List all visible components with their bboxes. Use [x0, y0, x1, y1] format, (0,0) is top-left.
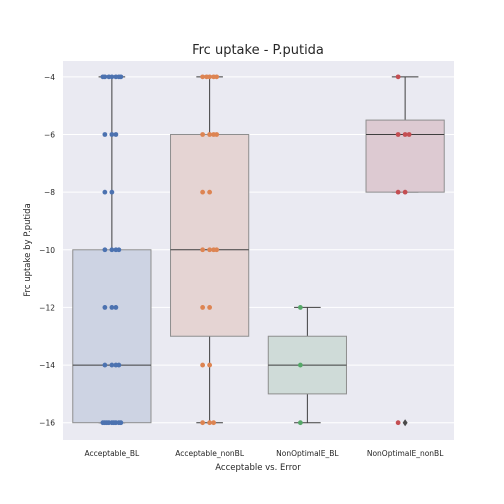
- data-point: [106, 74, 112, 80]
- box: [365, 119, 445, 193]
- data-point: [214, 247, 220, 253]
- data-point: [104, 420, 110, 426]
- x-axis-label: Acceptable vs. Error: [215, 463, 301, 473]
- data-point: [113, 132, 119, 137]
- data-point: [102, 305, 108, 310]
- data-point: [395, 189, 401, 195]
- data-point: [204, 74, 210, 80]
- data-point: [207, 189, 213, 195]
- data-point: [102, 189, 108, 195]
- data-point: [297, 420, 303, 426]
- y-tick-label: −8: [44, 188, 55, 197]
- data-point: [395, 420, 401, 426]
- data-point: [200, 132, 206, 137]
- data-point: [109, 247, 115, 253]
- data-point: [207, 362, 213, 368]
- y-tick-label: −10: [39, 246, 55, 255]
- data-point: [200, 74, 206, 80]
- y-tick-label: −12: [39, 303, 55, 312]
- y-tick-label: −4: [44, 73, 55, 82]
- data-point: [207, 420, 213, 426]
- data-point: [116, 247, 122, 253]
- y-axis-ticks: −4 −6 −8 −10 −12 −14 −16: [39, 73, 55, 428]
- data-point: [118, 74, 124, 80]
- x-tick-label: NonOptimalE_BL: [276, 449, 339, 458]
- outlier-marker: [402, 419, 408, 427]
- points: [100, 74, 412, 426]
- data-point: [102, 247, 108, 253]
- data-point: [109, 189, 115, 195]
- data-point: [102, 362, 108, 368]
- x-axis-ticks: Acceptable_BL Acceptable_nonBL NonOptimalE…: [85, 449, 445, 458]
- data-point: [200, 189, 206, 195]
- boxes: [72, 76, 445, 427]
- x-tick-label: Acceptable_BL: [85, 449, 141, 458]
- x-tick-label: Acceptable_nonBL: [175, 449, 245, 458]
- data-point: [406, 132, 412, 137]
- data-point: [109, 132, 115, 137]
- data-point: [113, 305, 119, 310]
- data-point: [395, 74, 401, 80]
- data-point: [111, 420, 117, 426]
- x-tick-label: NonOptimalE_nonBL: [367, 449, 444, 458]
- y-tick-label: −6: [44, 130, 55, 139]
- box: [72, 249, 152, 424]
- y-axis-label: Frc uptake by P.putida: [23, 203, 33, 297]
- data-point: [207, 247, 213, 253]
- data-point: [200, 362, 206, 368]
- data-point: [102, 132, 108, 137]
- data-point: [100, 420, 106, 426]
- data-point: [395, 132, 401, 137]
- data-point: [207, 305, 213, 310]
- data-point: [211, 420, 217, 426]
- data-point: [100, 74, 106, 80]
- data-point: [200, 247, 206, 253]
- data-point: [109, 305, 115, 310]
- y-tick-label: −14: [39, 361, 55, 370]
- data-point: [402, 132, 408, 137]
- data-point: [297, 362, 303, 368]
- data-point: [297, 305, 303, 310]
- data-point: [214, 132, 220, 137]
- data-point: [402, 189, 408, 195]
- data-point: [200, 420, 206, 426]
- data-point: [200, 305, 206, 310]
- data-point: [207, 132, 213, 137]
- data-point: [214, 74, 220, 80]
- y-tick-label: −16: [39, 419, 55, 428]
- data-point: [109, 362, 115, 368]
- data-point: [116, 362, 122, 368]
- data-point: [118, 420, 124, 426]
- chart-title: Frc uptake - P.putida: [192, 43, 324, 58]
